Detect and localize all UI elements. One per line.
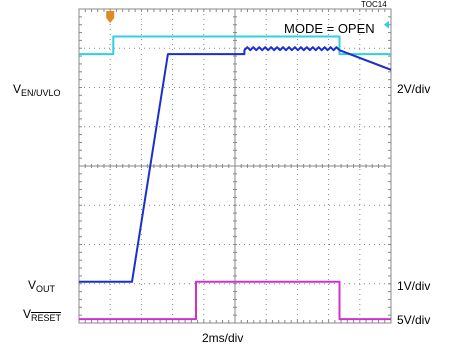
scope-grid	[78, 8, 392, 324]
out-scale-label: 1V/div	[397, 279, 431, 293]
reset-trace	[79, 280, 391, 321]
mode-label: MODE = OPEN	[284, 21, 375, 36]
trigger-marker	[106, 11, 115, 23]
time-scale-label: 2ms/div	[202, 331, 244, 345]
out-channel-label: VOUT	[28, 278, 56, 294]
reset-channel-label: VRESET	[23, 307, 62, 323]
scope-markers	[106, 11, 389, 29]
scope-traces	[79, 35, 392, 321]
out-trace	[79, 46, 392, 283]
en-uvlo-scale-label: 2V/div	[397, 82, 431, 96]
figure-id: TOC14	[361, 0, 387, 9]
reset-scale-label: 5V/div	[397, 313, 431, 327]
level-marker	[384, 20, 389, 29]
en-uvlo-channel-label: VEN/UVLO	[13, 82, 61, 98]
